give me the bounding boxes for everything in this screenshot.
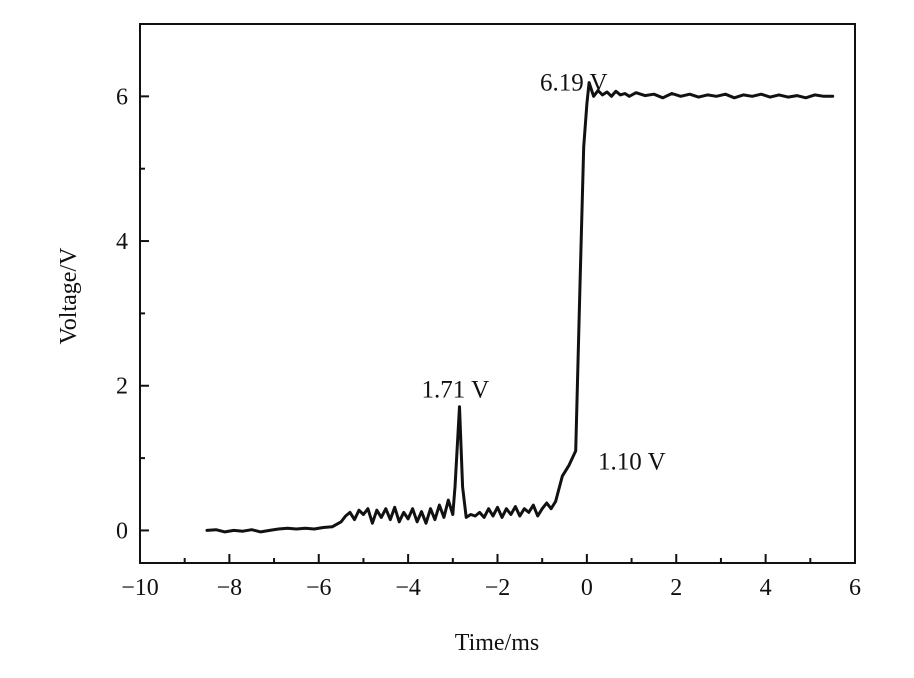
x-axis-title: Time/ms — [455, 630, 539, 656]
y-tick-label: 0 — [116, 518, 128, 544]
y-axis-title: Voltage/V — [56, 247, 82, 345]
x-tick-label: 2 — [670, 575, 682, 601]
annotation-label: 1.10 V — [598, 449, 666, 476]
y-tick-label: 4 — [116, 229, 128, 255]
x-tick-label: −6 — [306, 575, 332, 601]
annotation-label: 6.19 V — [540, 70, 608, 97]
x-tick-label: 4 — [760, 575, 772, 601]
x-tick-label: −10 — [121, 575, 159, 601]
y-tick-label: 6 — [116, 84, 128, 110]
y-tick-label: 2 — [116, 374, 128, 400]
x-tick-label: 6 — [849, 575, 861, 601]
x-tick-label: 0 — [581, 575, 593, 601]
plot-frame — [139, 23, 856, 564]
x-tick-label: −2 — [485, 575, 511, 601]
x-axis-ticks: −10 −8 −6 −4 −2 0 2 4 6 — [121, 554, 861, 601]
annotations: 6.19 V 1.71 V 1.10 V — [422, 70, 666, 476]
x-tick-label: −8 — [217, 575, 243, 601]
y-axis-ticks: 0 2 4 6 — [116, 23, 149, 544]
voltage-trace — [205, 81, 835, 534]
annotation-label: 1.71 V — [422, 376, 490, 403]
x-tick-label: −4 — [395, 575, 421, 601]
